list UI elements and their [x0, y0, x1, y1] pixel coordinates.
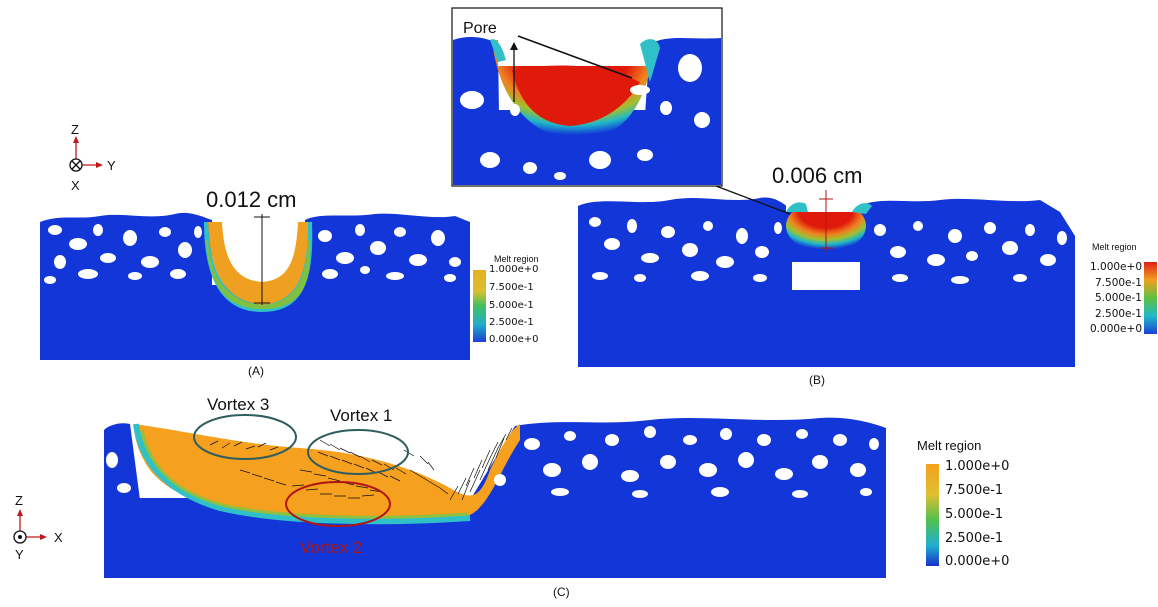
vortex-3-label: Vortex 3 [207, 395, 270, 414]
panel-c-melt-pool [134, 424, 520, 521]
panel-c-velocity-vectors [209, 427, 513, 501]
axis-a-y-label: Y [107, 158, 116, 173]
panel-a-caption: (A) [248, 364, 264, 378]
panel-b [578, 190, 1157, 367]
panel-a-tick: 0.000e+0 [489, 334, 539, 345]
vortex-1-label: Vortex 1 [330, 406, 393, 425]
panel-a-tick: 1.000e+0 [489, 264, 539, 275]
panel-c-melt-rim [133, 423, 471, 525]
panel-b-inset [451, 7, 791, 215]
panel-b-caption: (B) [809, 373, 825, 387]
panel-c-colorbar-ticks: 1.000e+0 7.500e-1 5.000e-1 2.500e-1 0.00… [945, 459, 1025, 571]
inset-melt-core [512, 65, 640, 126]
axis-a-x-label: X [71, 178, 80, 193]
panel-b-pores [589, 217, 1067, 284]
panel-a-tick: 2.500e-1 [489, 317, 534, 328]
panel-c-colorbar [926, 464, 939, 566]
panel-c-colorbar-title: Melt region [917, 438, 982, 453]
inset-wall-right [640, 39, 660, 82]
panel-c-tick: 2.500e-1 [945, 531, 1004, 546]
inset-pore-label: Pore [463, 20, 497, 37]
panel-b-tick: 2.500e-1 [1095, 308, 1142, 320]
panel-a-melt-pool [208, 222, 309, 305]
inset-pool-top-gap [498, 30, 648, 66]
panel-a-colorbar-ticks: 1.000e+0 7.500e-1 5.000e-1 2.500e-1 0.00… [489, 264, 553, 346]
axes-indicator-c [13, 509, 47, 544]
inset-pore-pointer [517, 35, 633, 79]
panel-c-tick: 7.500e-1 [945, 483, 1004, 498]
panel-b-colorbar-ticks: 1.000e+0 7.500e-1 5.000e-1 2.500e-1 0.00… [1086, 261, 1144, 341]
panel-a-colorbar [473, 270, 486, 342]
panel-c-tick: 0.000e+0 [945, 554, 1010, 569]
axis-c-z-label: Z [15, 493, 23, 508]
panel-a-colorbar-title: Melt region [494, 254, 539, 264]
panel-a-tick: 5.000e-1 [489, 300, 534, 311]
axes-indicator-a [69, 136, 103, 172]
panel-b-base [578, 290, 1075, 367]
axis-a-z-label: Z [71, 122, 79, 137]
panel-c-melt-mid [140, 429, 469, 519]
vortex-2-ellipse [285, 481, 391, 527]
panel-b-colorbar-title: Melt region [1092, 242, 1137, 252]
vortex-3-ellipse [193, 414, 297, 460]
panel-c-tick: 5.000e-1 [945, 507, 1004, 522]
panel-a [40, 212, 486, 360]
panel-a-pores [44, 224, 461, 284]
panel-a-tick: 7.500e-1 [489, 282, 534, 293]
axis-c-x-label: X [54, 530, 63, 545]
panel-c [104, 414, 939, 578]
panel-c-pores [106, 426, 879, 498]
panel-b-wall-right [852, 203, 872, 214]
panel-b-depth-label: 0.006 cm [772, 163, 863, 188]
vortex-2-label: Vortex 2 [300, 538, 363, 557]
inset-wall-left [490, 39, 506, 62]
panel-b-tick: 5.000e-1 [1095, 292, 1142, 304]
vortex-1-ellipse [307, 429, 409, 475]
panel-c-caption: (C) [553, 585, 570, 599]
panel-b-tick: 7.500e-1 [1095, 277, 1142, 289]
axis-c-y-label: Y [15, 547, 24, 562]
panel-c-tick: 1.000e+0 [945, 459, 1010, 474]
panel-a-depth-label: 0.012 cm [206, 187, 297, 212]
panel-b-tick: 0.000e+0 [1090, 323, 1142, 335]
panel-b-tick: 1.000e+0 [1090, 261, 1142, 273]
panel-b-wall-left [786, 202, 808, 212]
inset-leader-line [715, 185, 791, 215]
panel-b-colorbar [1144, 262, 1157, 334]
inset-pores [460, 54, 710, 180]
